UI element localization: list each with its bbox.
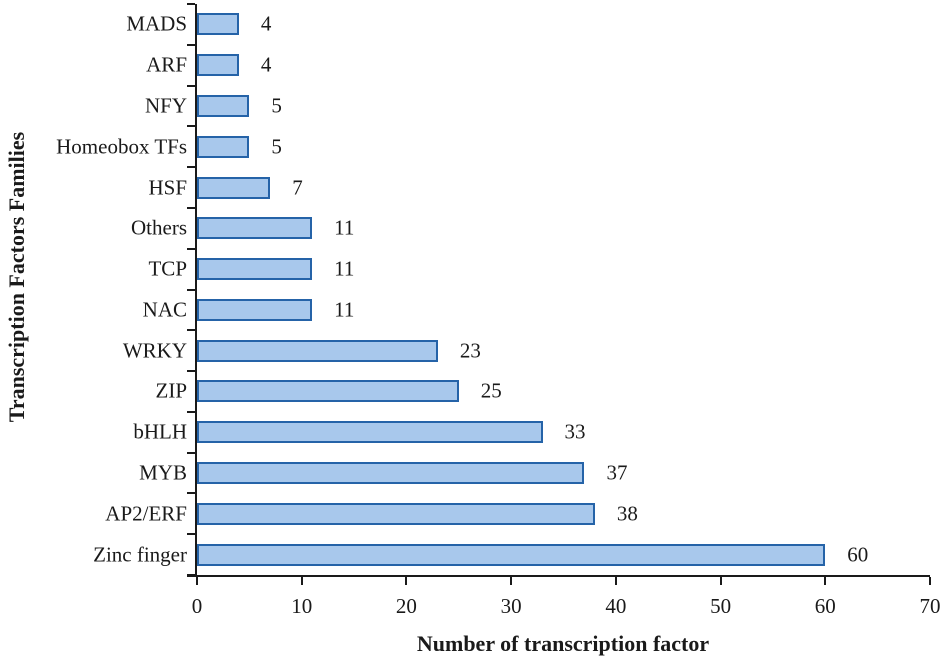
x-axis-tick [405,577,408,585]
bar [197,462,585,485]
x-axis-tick [300,577,303,585]
value-label: 25 [480,378,502,403]
y-axis-tick [187,125,195,128]
category-label: AP2/ERF [105,501,187,526]
category-labels: MADS ARF NFY Homeobox TFs HSF Others TCP NAC WRK… [0,4,187,575]
bar [197,380,459,403]
value-label: 37 [606,460,628,485]
y-axis-tick [187,43,195,46]
category-label: MADS [126,11,187,36]
value-label: 7 [292,175,303,200]
x-axis-tick [719,577,722,585]
y-axis-tick [187,451,195,454]
x-axis-tick-label: 10 [291,594,313,618]
value-label: 4 [260,52,272,77]
bar [197,421,543,444]
y-axis-tick [187,3,195,5]
y-axis-tick [187,166,195,169]
bar [197,135,250,158]
category-label: MYB [139,460,187,485]
bar [197,13,239,36]
category-label: TCP [148,256,187,281]
category-label: ARF [146,52,187,77]
bar [197,54,239,77]
value-label: 11 [334,297,355,322]
x-axis-tick [824,577,827,585]
category-label: bHLH [133,419,187,444]
y-axis-tick [187,329,195,332]
value-label: 5 [271,93,282,118]
x-axis-tick [614,577,617,585]
category-label: Others [131,215,187,240]
x-axis-tick [510,577,513,585]
x-axis-tick-label: 20 [395,594,417,618]
y-axis-tick [187,84,195,87]
value-label: 5 [271,134,282,159]
category-label: Zinc finger [93,542,187,567]
category-label: Homeobox TFs [56,134,187,159]
x-axis-line [187,575,930,577]
x-axis-tick [196,577,198,585]
value-label: 11 [334,256,355,281]
y-axis-tick [187,247,195,250]
y-axis-tick [187,206,195,209]
value-label: 38 [616,501,638,526]
y-axis-line [195,4,197,575]
x-axis-title: Number of transcription factor [416,631,710,656]
category-label: HSF [148,175,187,200]
y-axis-tick [187,492,195,495]
bar [197,339,438,362]
category-label: ZIP [155,378,188,403]
bar [197,94,250,117]
value-label: 4 [260,11,272,36]
x-axis-tick-label: 0 [191,594,203,618]
y-axis-tick [187,370,195,373]
bar [197,258,313,281]
x-axis-tick-label: 70 [919,594,941,618]
bar [197,298,313,321]
bar [197,543,826,566]
y-axis-tick [187,410,195,413]
category-label: WRKY [122,338,187,363]
y-axis-tick [187,288,195,291]
x-axis-tick-label: 40 [605,594,627,618]
category-label: NFY [144,93,187,118]
x-axis-tick-label: 50 [710,594,732,618]
x-axis-tick [929,577,931,585]
value-label: 60 [847,542,869,567]
plot-area: 4 4 5 5 7 11 11 11 23 25 33 37 38 60 0 10 20 30 40 50 60 70 [187,3,941,617]
x-axis-tick-label: 30 [500,594,522,618]
x-axis-tick-label: 60 [814,594,836,618]
y-axis-tick [187,533,195,536]
y-axis-tick [187,574,195,576]
bar [197,217,313,240]
bar [197,176,271,199]
value-label: 23 [459,338,481,363]
bar [197,502,595,525]
value-label: 11 [334,215,355,240]
category-label: NAC [142,297,187,322]
value-label: 33 [564,419,586,444]
